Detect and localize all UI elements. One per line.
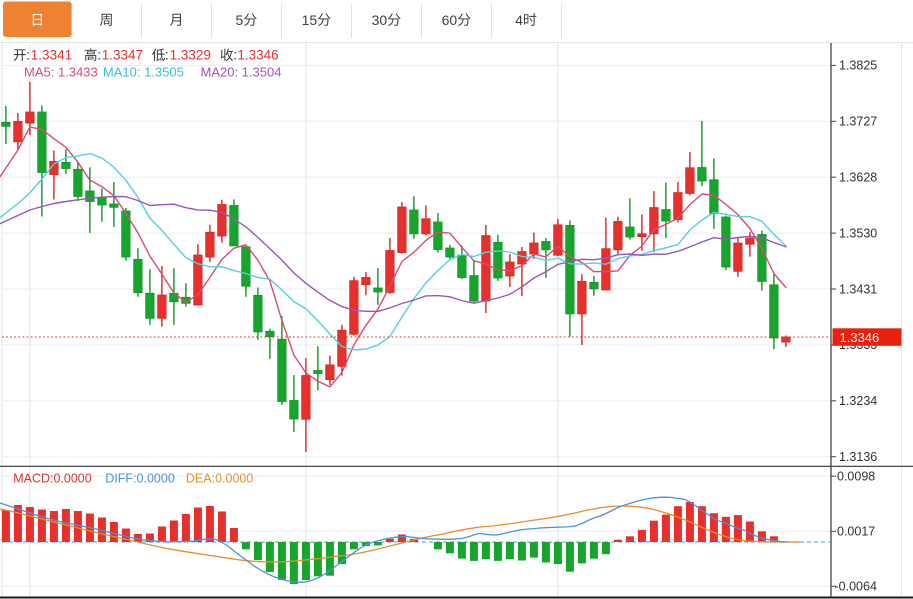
svg-text::: : xyxy=(26,48,30,63)
svg-text::: : xyxy=(97,48,101,63)
svg-text:0.0017: 0.0017 xyxy=(837,525,875,539)
svg-text:DIFF:0.0000: DIFF:0.0000 xyxy=(105,471,175,485)
svg-text:MA5: 1.3433: MA5: 1.3433 xyxy=(24,64,98,79)
svg-text:MA10: 1.3505: MA10: 1.3505 xyxy=(103,64,184,79)
svg-text::: : xyxy=(233,48,237,63)
svg-text:30: 30 xyxy=(372,12,388,28)
svg-text:1.3727: 1.3727 xyxy=(839,115,877,129)
svg-text:1.3234: 1.3234 xyxy=(839,394,877,408)
svg-text:1.3347: 1.3347 xyxy=(102,48,143,63)
svg-text:1.3431: 1.3431 xyxy=(839,282,877,296)
svg-text:15: 15 xyxy=(302,12,318,28)
svg-text:4: 4 xyxy=(515,12,523,28)
svg-text:1.3136: 1.3136 xyxy=(839,450,877,464)
svg-text:1.3346: 1.3346 xyxy=(237,48,278,63)
svg-text:1.3341: 1.3341 xyxy=(31,48,72,63)
svg-text:1.3329: 1.3329 xyxy=(170,48,211,63)
svg-text:0.0098: 0.0098 xyxy=(837,470,875,484)
svg-text:DEA:0.0000: DEA:0.0000 xyxy=(186,471,253,485)
svg-text:MACD:0.0000: MACD:0.0000 xyxy=(13,471,92,485)
svg-text:5: 5 xyxy=(236,12,244,28)
svg-text:1.3628: 1.3628 xyxy=(839,171,877,185)
svg-text:1.3530: 1.3530 xyxy=(839,226,877,240)
svg-text:1.3346: 1.3346 xyxy=(840,330,880,345)
svg-text:MA20: 1.3504: MA20: 1.3504 xyxy=(201,64,282,79)
svg-text:1.3825: 1.3825 xyxy=(839,59,877,73)
svg-text:-0.0064: -0.0064 xyxy=(835,580,877,594)
svg-text:60: 60 xyxy=(442,12,458,28)
svg-text::: : xyxy=(165,48,169,63)
